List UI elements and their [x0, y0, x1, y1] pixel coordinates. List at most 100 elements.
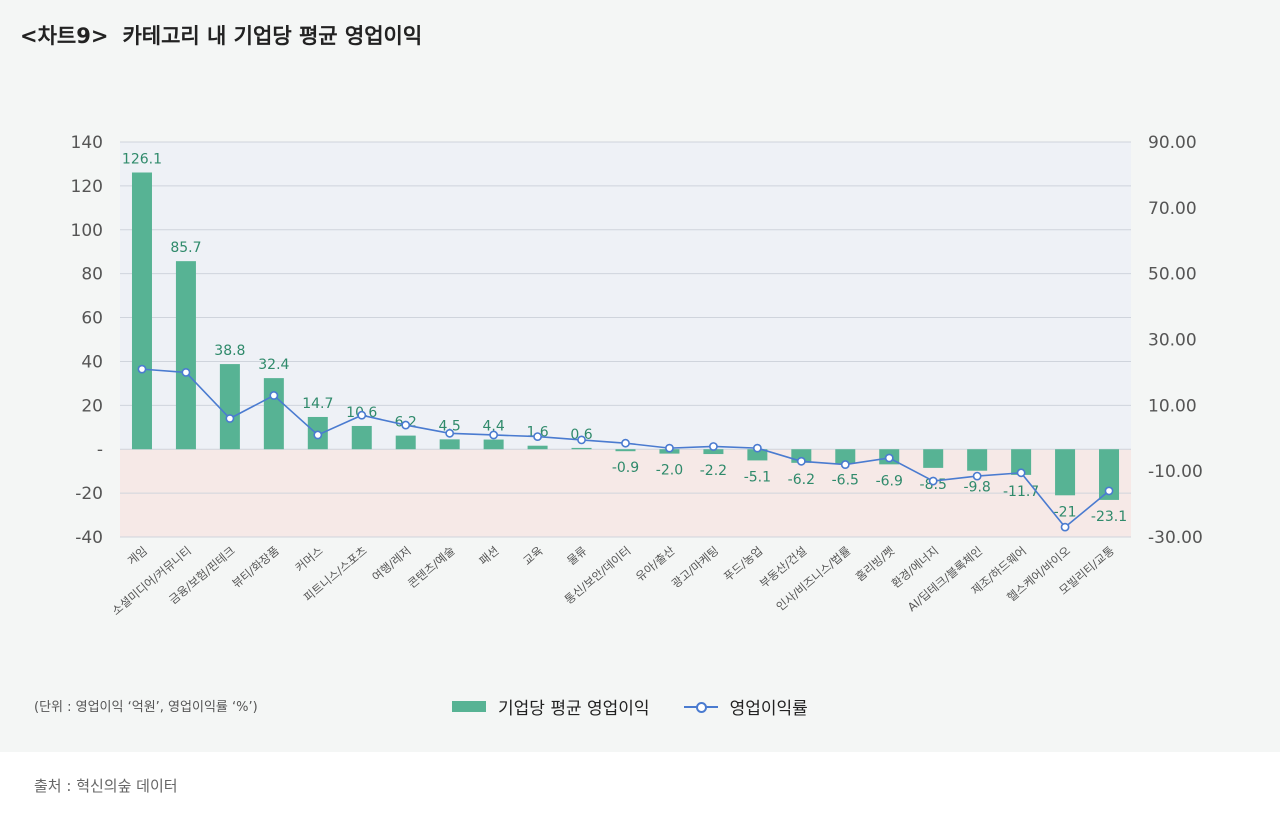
- line-point: [445, 428, 455, 438]
- legend-line-swatch: [683, 700, 718, 714]
- line-point: [225, 414, 235, 423]
- line-point: [752, 443, 762, 453]
- right-axis: 90.00 70.00 50.00 30.00 10.00 -10.00 -30.00: [1148, 133, 1203, 548]
- bar: [527, 445, 548, 450]
- bar-value-label: -21: [1054, 504, 1077, 520]
- bar-series: [131, 172, 1120, 500]
- bar: [747, 449, 768, 461]
- bar-value-label: -9.8: [963, 480, 990, 496]
- line-point: [884, 453, 894, 463]
- line-point: [1016, 468, 1026, 478]
- bar-value-label: 14.7: [302, 396, 333, 412]
- chart-title-text: 카테고리 내 기업당 평균 영업이익: [122, 24, 423, 48]
- right-tick-label: -30.00: [1148, 528, 1203, 548]
- bar-value-label: -2.0: [656, 463, 683, 479]
- legend-bar-label: 기업당 평균 영업이익: [498, 699, 650, 719]
- bar: [439, 439, 460, 450]
- category-label: AI/딥테크/블록체인: [905, 544, 985, 615]
- bar: [615, 449, 636, 452]
- line-point: [665, 443, 674, 453]
- left-tick-label: 20: [81, 396, 103, 416]
- chart-number: <차트9>: [20, 24, 109, 48]
- line-point: [796, 456, 806, 466]
- left-tick-label: 120: [71, 177, 103, 197]
- bar-value-label: 126.1: [122, 152, 162, 168]
- bar: [967, 449, 988, 471]
- bar-value-label: 4.4: [482, 419, 504, 435]
- combo-chart: 140 120 100 80 60 40 20 - -20 -40 90.00 70.00 50.00…: [71, 133, 1203, 618]
- legend-line-label: 영업이익률: [729, 699, 808, 719]
- bar: [1011, 449, 1032, 475]
- bar-value-label: -11.7: [1003, 484, 1039, 500]
- bar: [835, 449, 856, 464]
- left-tick-label: -40: [75, 528, 103, 548]
- left-tick-label: 100: [71, 221, 103, 241]
- bar-value-label: 38.8: [214, 343, 245, 359]
- line-point: [533, 432, 542, 442]
- bar-value-label: -6.5: [832, 472, 859, 488]
- line-point: [357, 410, 367, 420]
- category-label: 뷰티/화장품: [229, 544, 281, 591]
- category-label: 소셜미디어/커뮤니티: [109, 544, 194, 618]
- category-label: 커머스: [292, 544, 325, 575]
- line-point: [401, 420, 411, 430]
- legend-item-line: 영업이익률: [683, 694, 808, 719]
- right-tick-label: 10.00: [1148, 396, 1197, 416]
- bar-value-label: -2.2: [700, 463, 727, 479]
- bar: [923, 449, 944, 468]
- chart-title: <차트9> 카테고리 내 기업당 평균 영업이익: [20, 20, 422, 50]
- right-tick-label: 50.00: [1148, 265, 1197, 285]
- unit-note: (단위 : 영업이익 ‘억원’, 영업이익률 ‘%’): [34, 700, 258, 715]
- bar-value-label: -5.1: [744, 469, 771, 485]
- bar: [571, 447, 592, 450]
- category-label: 인사/비즈니스/법률: [773, 544, 853, 614]
- right-tick-label: 90.00: [1148, 133, 1197, 153]
- positive-region: [120, 142, 1131, 450]
- category-label: 게임: [125, 544, 150, 568]
- bar: [351, 425, 372, 450]
- left-tick-label: 40: [81, 352, 103, 372]
- line-point: [972, 471, 982, 481]
- category-label: 콘텐츠/예술: [405, 544, 457, 591]
- bar-value-label: -23.1: [1091, 509, 1127, 525]
- bar: [483, 439, 504, 450]
- left-tick-label: -: [97, 440, 103, 460]
- bar: [395, 435, 416, 450]
- bar-value-label: 85.7: [170, 240, 201, 256]
- grid-lines: [120, 141, 1131, 538]
- left-tick-label: -20: [75, 484, 103, 504]
- bar-value-label: -0.9: [612, 460, 639, 476]
- line-point: [1104, 486, 1114, 496]
- line-point: [840, 460, 850, 469]
- bar-value-label: 32.4: [258, 357, 289, 373]
- bar: [1099, 449, 1120, 500]
- line-point: [621, 438, 630, 448]
- line-point: [313, 430, 323, 440]
- line-point: [137, 364, 147, 374]
- bar-value-label: -6.2: [788, 472, 815, 488]
- right-tick-label: 30.00: [1148, 331, 1197, 351]
- source-note: 출처 : 혁신의숲 데이터: [34, 777, 178, 795]
- right-tick-label: 70.00: [1148, 199, 1197, 219]
- category-label: 물류: [564, 544, 589, 568]
- left-tick-label: 140: [71, 133, 103, 153]
- bar: [263, 378, 284, 450]
- category-label: 패션: [476, 544, 501, 568]
- left-axis: 140 120 100 80 60 40 20 - -20 -40: [71, 133, 103, 548]
- line-point: [269, 391, 279, 400]
- left-tick-label: 60: [81, 309, 103, 329]
- line-point: [709, 442, 718, 451]
- line-point: [489, 430, 499, 440]
- line-point: [1060, 522, 1070, 532]
- bar: [1055, 449, 1076, 496]
- line-series: [137, 364, 1114, 532]
- legend: 기업당 평균 영업이익 영업이익률: [452, 694, 808, 719]
- category-label: 광고/마케팅: [669, 544, 721, 591]
- bar: [219, 364, 240, 450]
- category-label: 교육: [520, 544, 545, 568]
- bar-value-label: 4.5: [439, 418, 461, 434]
- line-point: [181, 368, 191, 377]
- legend-item-bar: 기업당 평균 영업이익: [452, 694, 650, 719]
- line-point: [928, 476, 938, 486]
